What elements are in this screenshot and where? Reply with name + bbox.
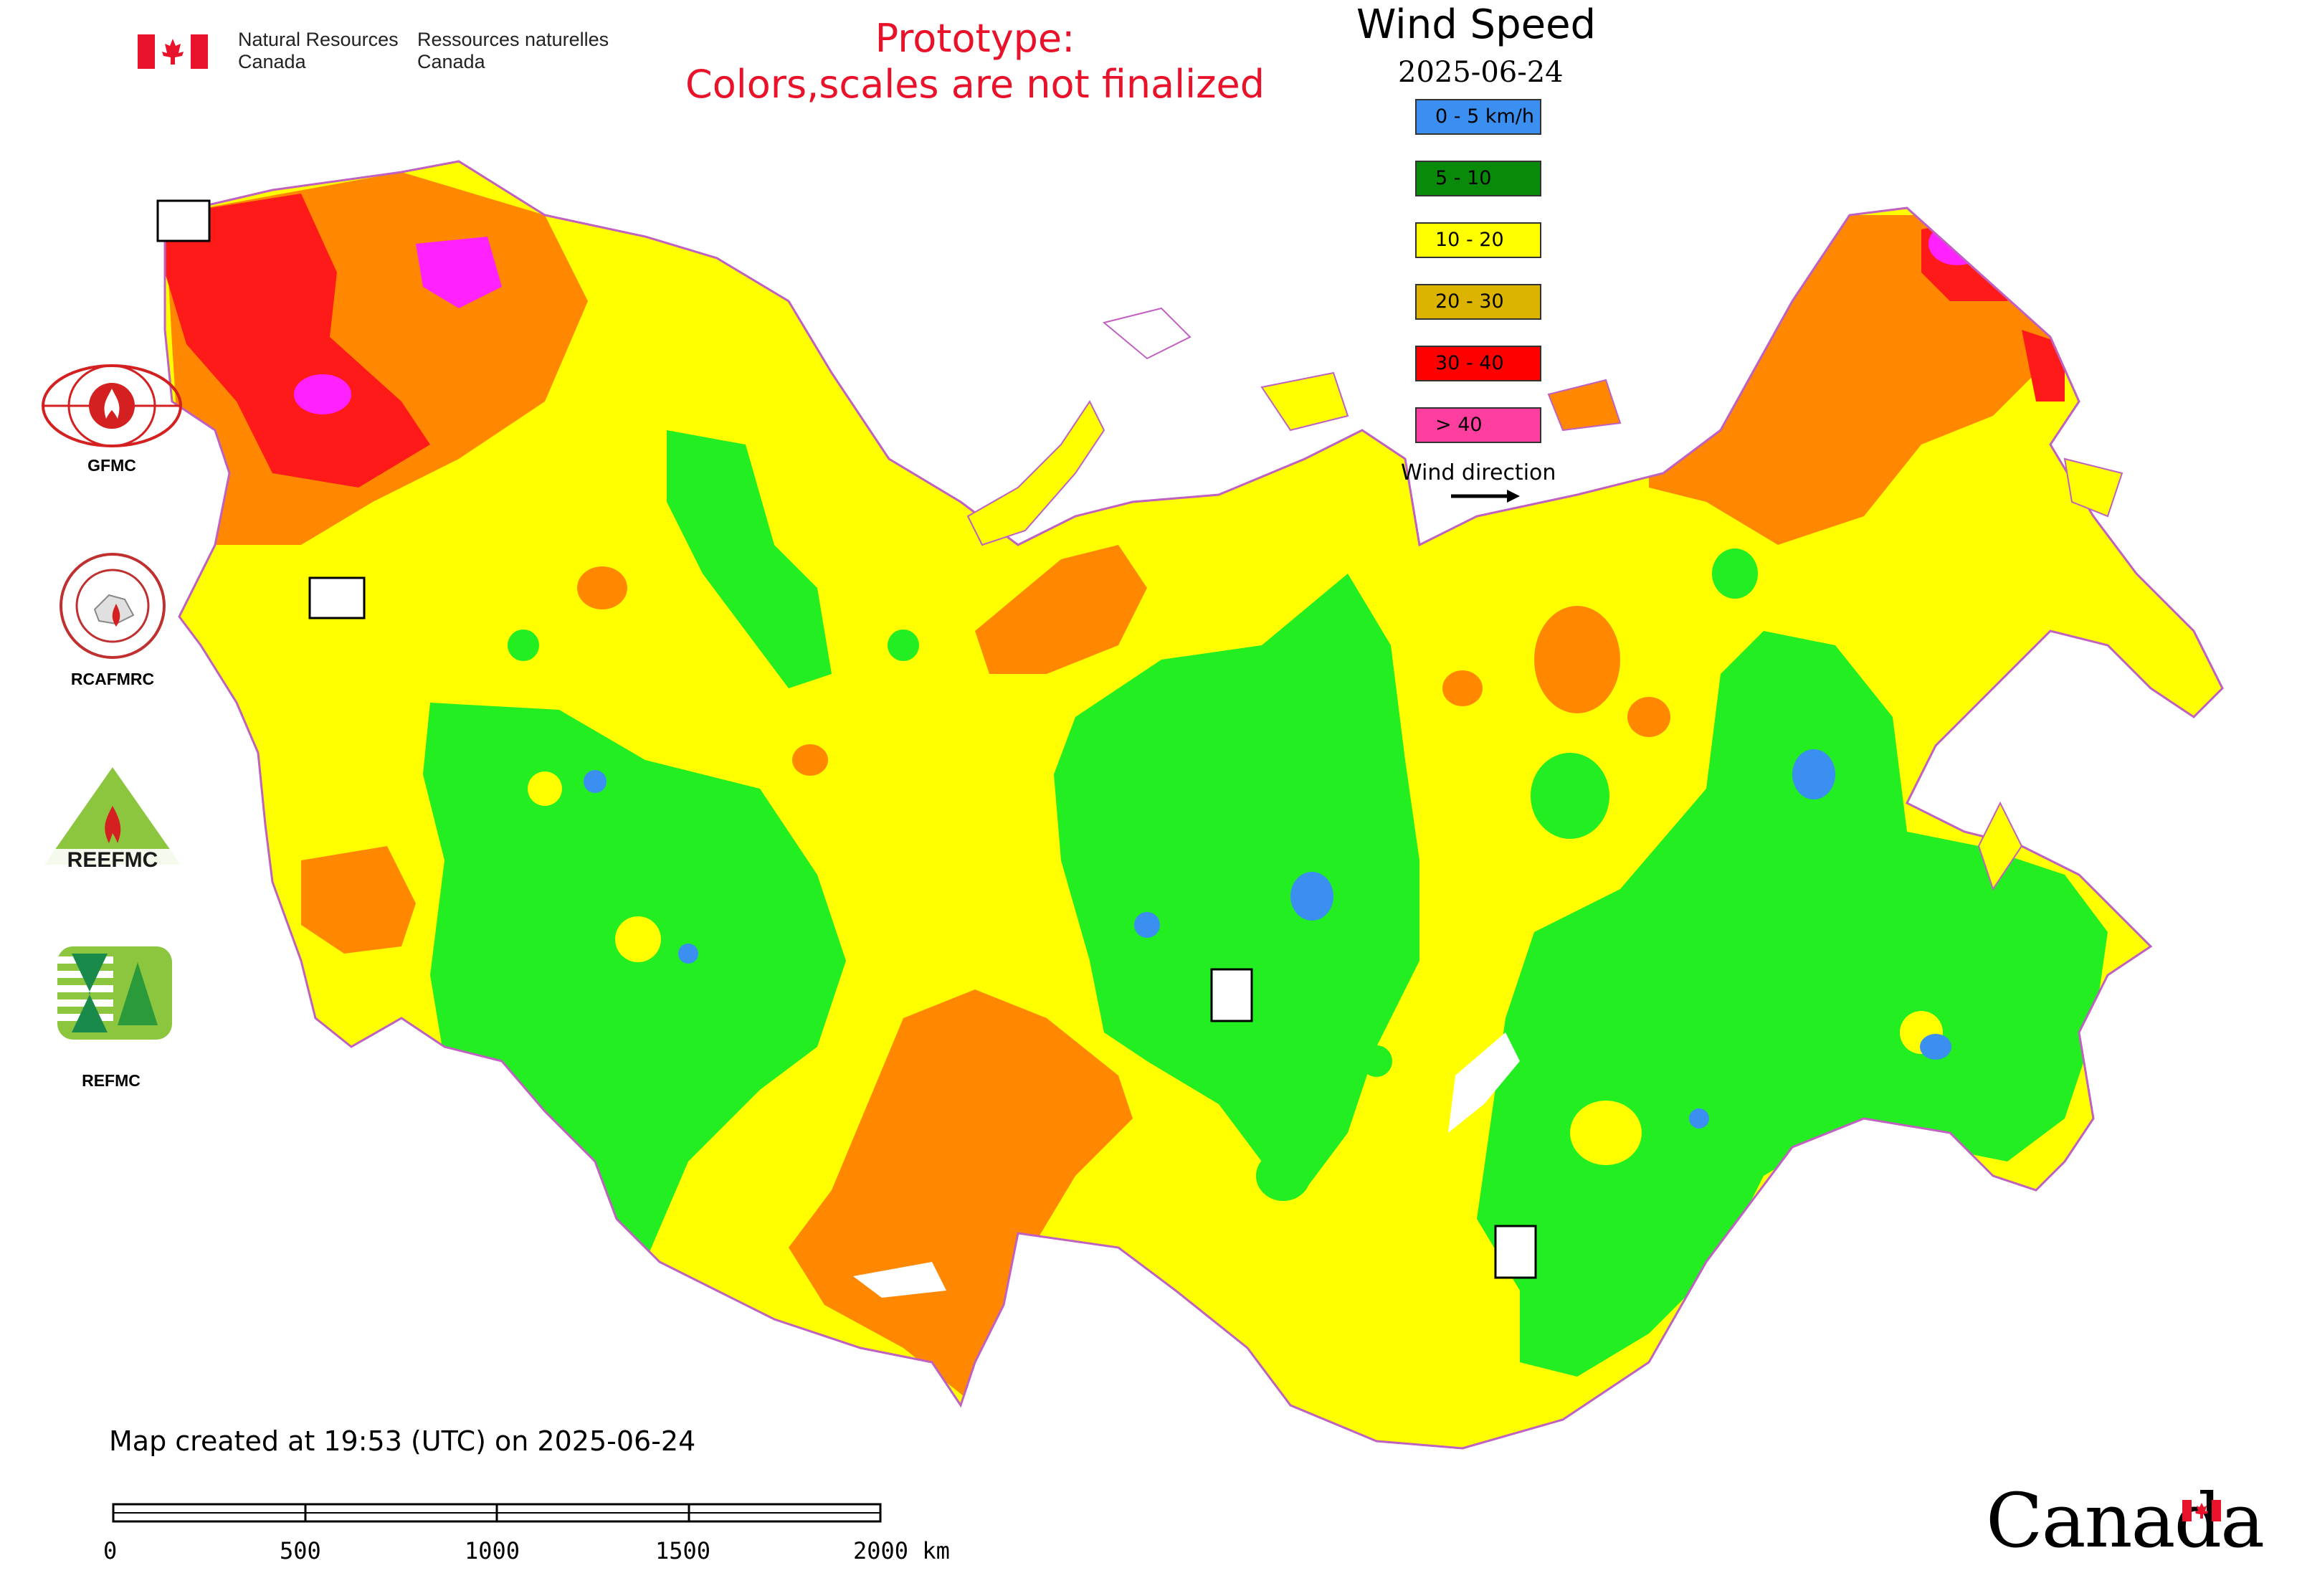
rcafmrc-label: RCAFMRC [70,670,155,688]
gfmc-label: GFMC [87,456,136,475]
legend-date: 2025-06-24 [1398,56,1564,89]
nrcan-flag-icon [138,34,208,69]
legend-class-3: 20 - 30 [1415,284,1541,320]
refmc-label: REFMC [82,1071,141,1090]
legend-class-1: 5 - 10 [1415,161,1541,196]
scale-tick-1000: 1000 [465,1537,520,1564]
wind-direction-label: Wind direction [1401,460,1556,485]
legend-class-2: 10 - 20 [1415,222,1541,258]
gfmc-logo [40,363,184,449]
canada-flag-icon [2182,1500,2221,1521]
scale-bar [112,1503,886,1527]
legend-class-5: > 40 [1415,407,1541,443]
svg-text:REEFMC: REEFMC [67,848,158,872]
refmc-logo [57,946,172,1040]
legend-title: Wind Speed [1356,1,1597,48]
rcafmrc-logo [59,552,166,660]
scale-tick-1500: 1500 [655,1537,711,1564]
reefmc-logo: REEFMC [37,764,188,872]
agency-name-fr: Ressources naturelles Canada [417,29,609,72]
legend-class-0: 0 - 5 km/h [1415,99,1541,135]
prototype-notice: Prototype: Colors,scales are not finaliz… [685,16,1265,107]
scale-tick-0: 0 [103,1537,118,1564]
wind-direction-arrow-icon [1450,488,1521,508]
map-created-text: Map created at 19:53 (UTC) on 2025-06-24 [109,1425,696,1457]
legend-class-4: 30 - 40 [1415,346,1541,381]
canada-wordmark: Canada [1986,1477,2265,1564]
scale-tick-500: 500 [280,1537,321,1564]
agency-name-en: Natural Resources Canada [238,29,399,72]
scale-tick-2000: 2000 km [853,1537,950,1564]
